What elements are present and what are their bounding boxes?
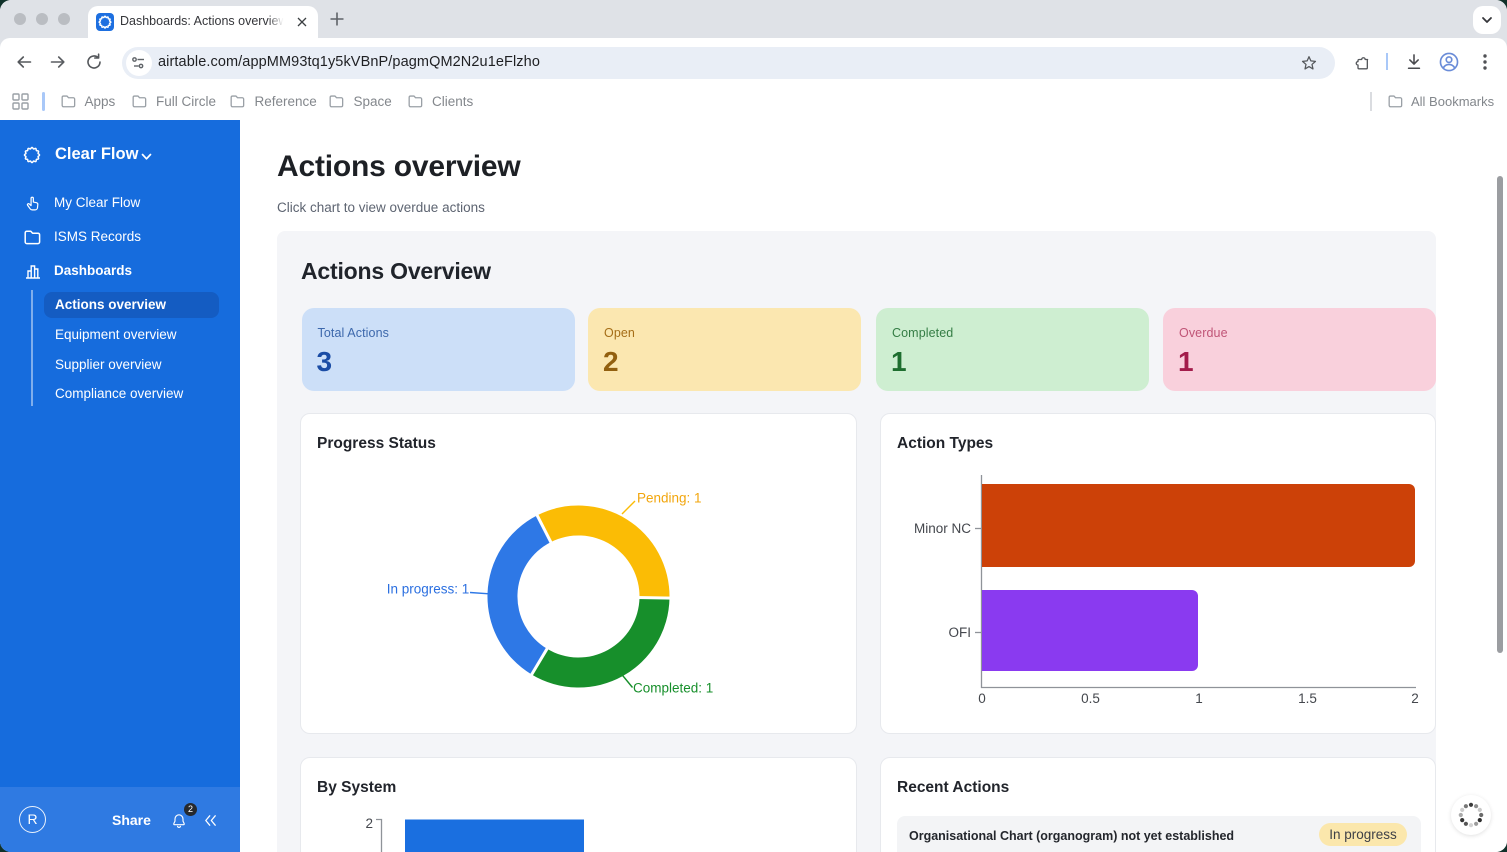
svg-text:Completed: 1: Completed: 1 bbox=[633, 681, 713, 696]
svg-text:0: 0 bbox=[978, 691, 986, 706]
svg-text:Minor NC: Minor NC bbox=[914, 521, 971, 536]
svg-text:1.5: 1.5 bbox=[1298, 691, 1317, 706]
svg-text:1: 1 bbox=[1195, 691, 1203, 706]
svg-text:Pending: 1: Pending: 1 bbox=[637, 491, 702, 506]
svg-text:0.5: 0.5 bbox=[1081, 691, 1100, 706]
svg-text:2: 2 bbox=[1411, 691, 1419, 706]
svg-text:OFI: OFI bbox=[949, 625, 972, 640]
svg-text:In progress: 1: In progress: 1 bbox=[387, 582, 470, 597]
svg-text:2: 2 bbox=[365, 816, 373, 831]
